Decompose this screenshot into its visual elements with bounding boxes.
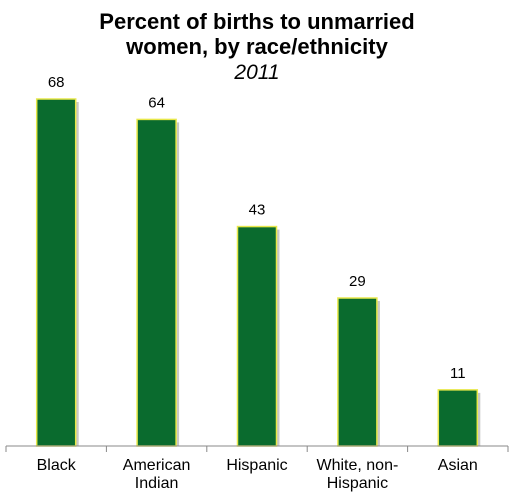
bar bbox=[236, 225, 278, 447]
chart-subtitle: 2011 bbox=[234, 61, 280, 84]
category-label: American bbox=[123, 457, 191, 474]
bar bbox=[437, 389, 479, 447]
chart-title-line-1: Percent of births to unmarried bbox=[99, 9, 415, 34]
bar bbox=[35, 98, 77, 447]
data-label: 43 bbox=[249, 202, 266, 219]
category-label: Hispanic bbox=[327, 475, 388, 492]
category-label: Black bbox=[37, 457, 77, 474]
category-label: White, non- bbox=[316, 457, 398, 474]
data-label: 29 bbox=[349, 273, 366, 290]
data-label: 64 bbox=[148, 94, 165, 111]
bar bbox=[337, 297, 378, 447]
data-label: 68 bbox=[48, 74, 65, 91]
category-label: Hispanic bbox=[226, 457, 287, 474]
data-label: 11 bbox=[450, 365, 466, 382]
chart-title-line-2: women, by race/ethnicity bbox=[126, 34, 388, 59]
category-label: Asian bbox=[438, 457, 478, 474]
bar bbox=[136, 118, 177, 447]
category-label: Indian bbox=[135, 475, 179, 492]
x-axis bbox=[5, 445, 509, 452]
bars-group bbox=[35, 98, 481, 447]
